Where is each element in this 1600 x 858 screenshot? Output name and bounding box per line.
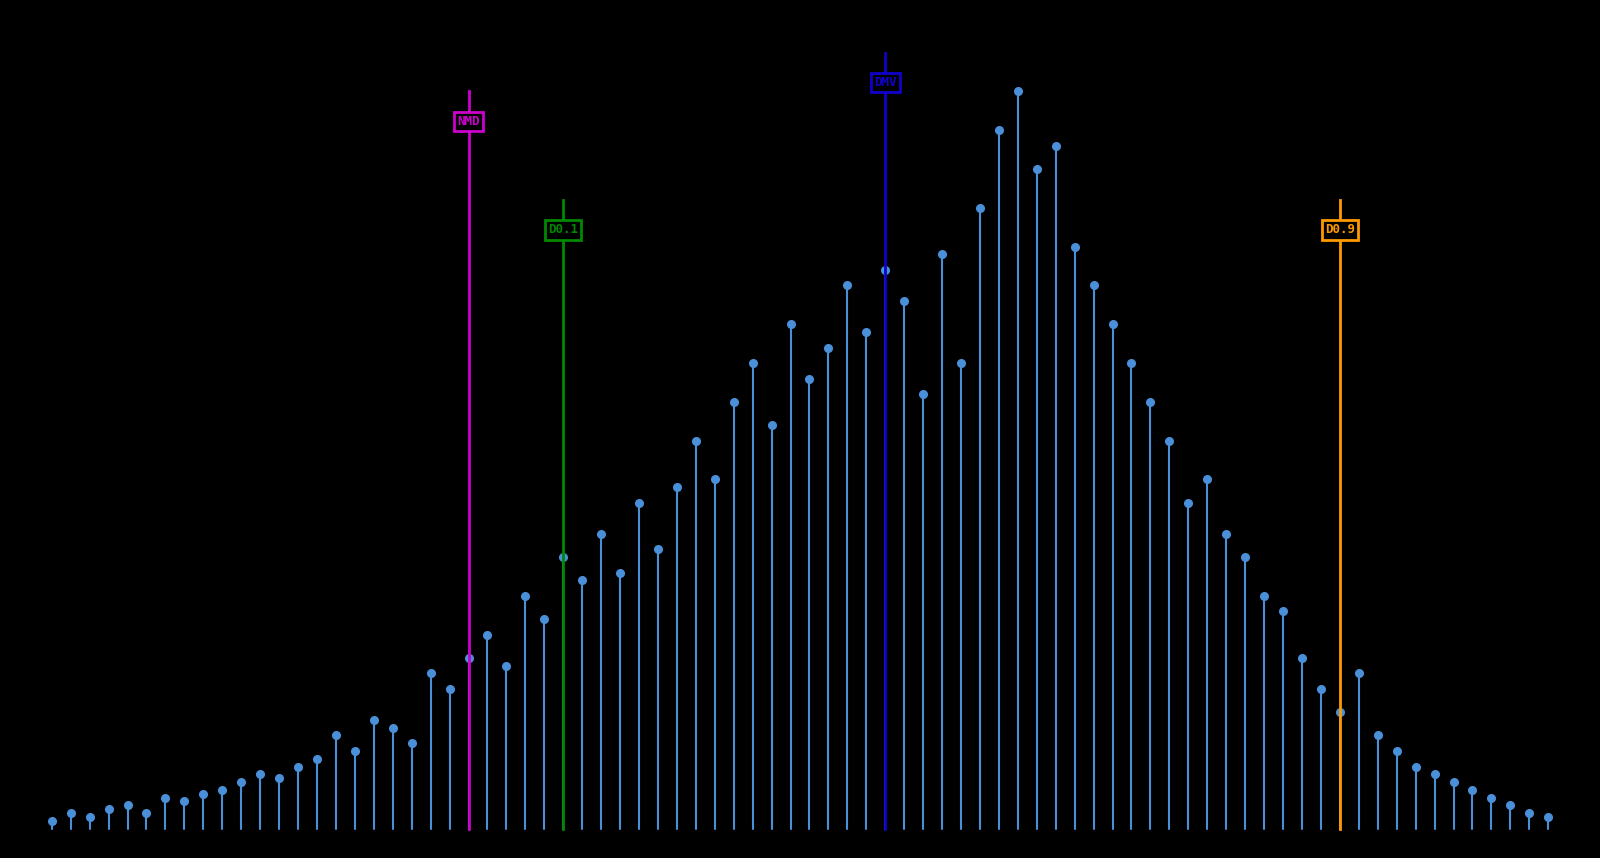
Text: D0.1: D0.1 [549, 223, 578, 237]
Text: NMD: NMD [458, 115, 480, 128]
Text: DMV: DMV [874, 76, 896, 89]
Text: D0.9: D0.9 [1325, 223, 1355, 237]
